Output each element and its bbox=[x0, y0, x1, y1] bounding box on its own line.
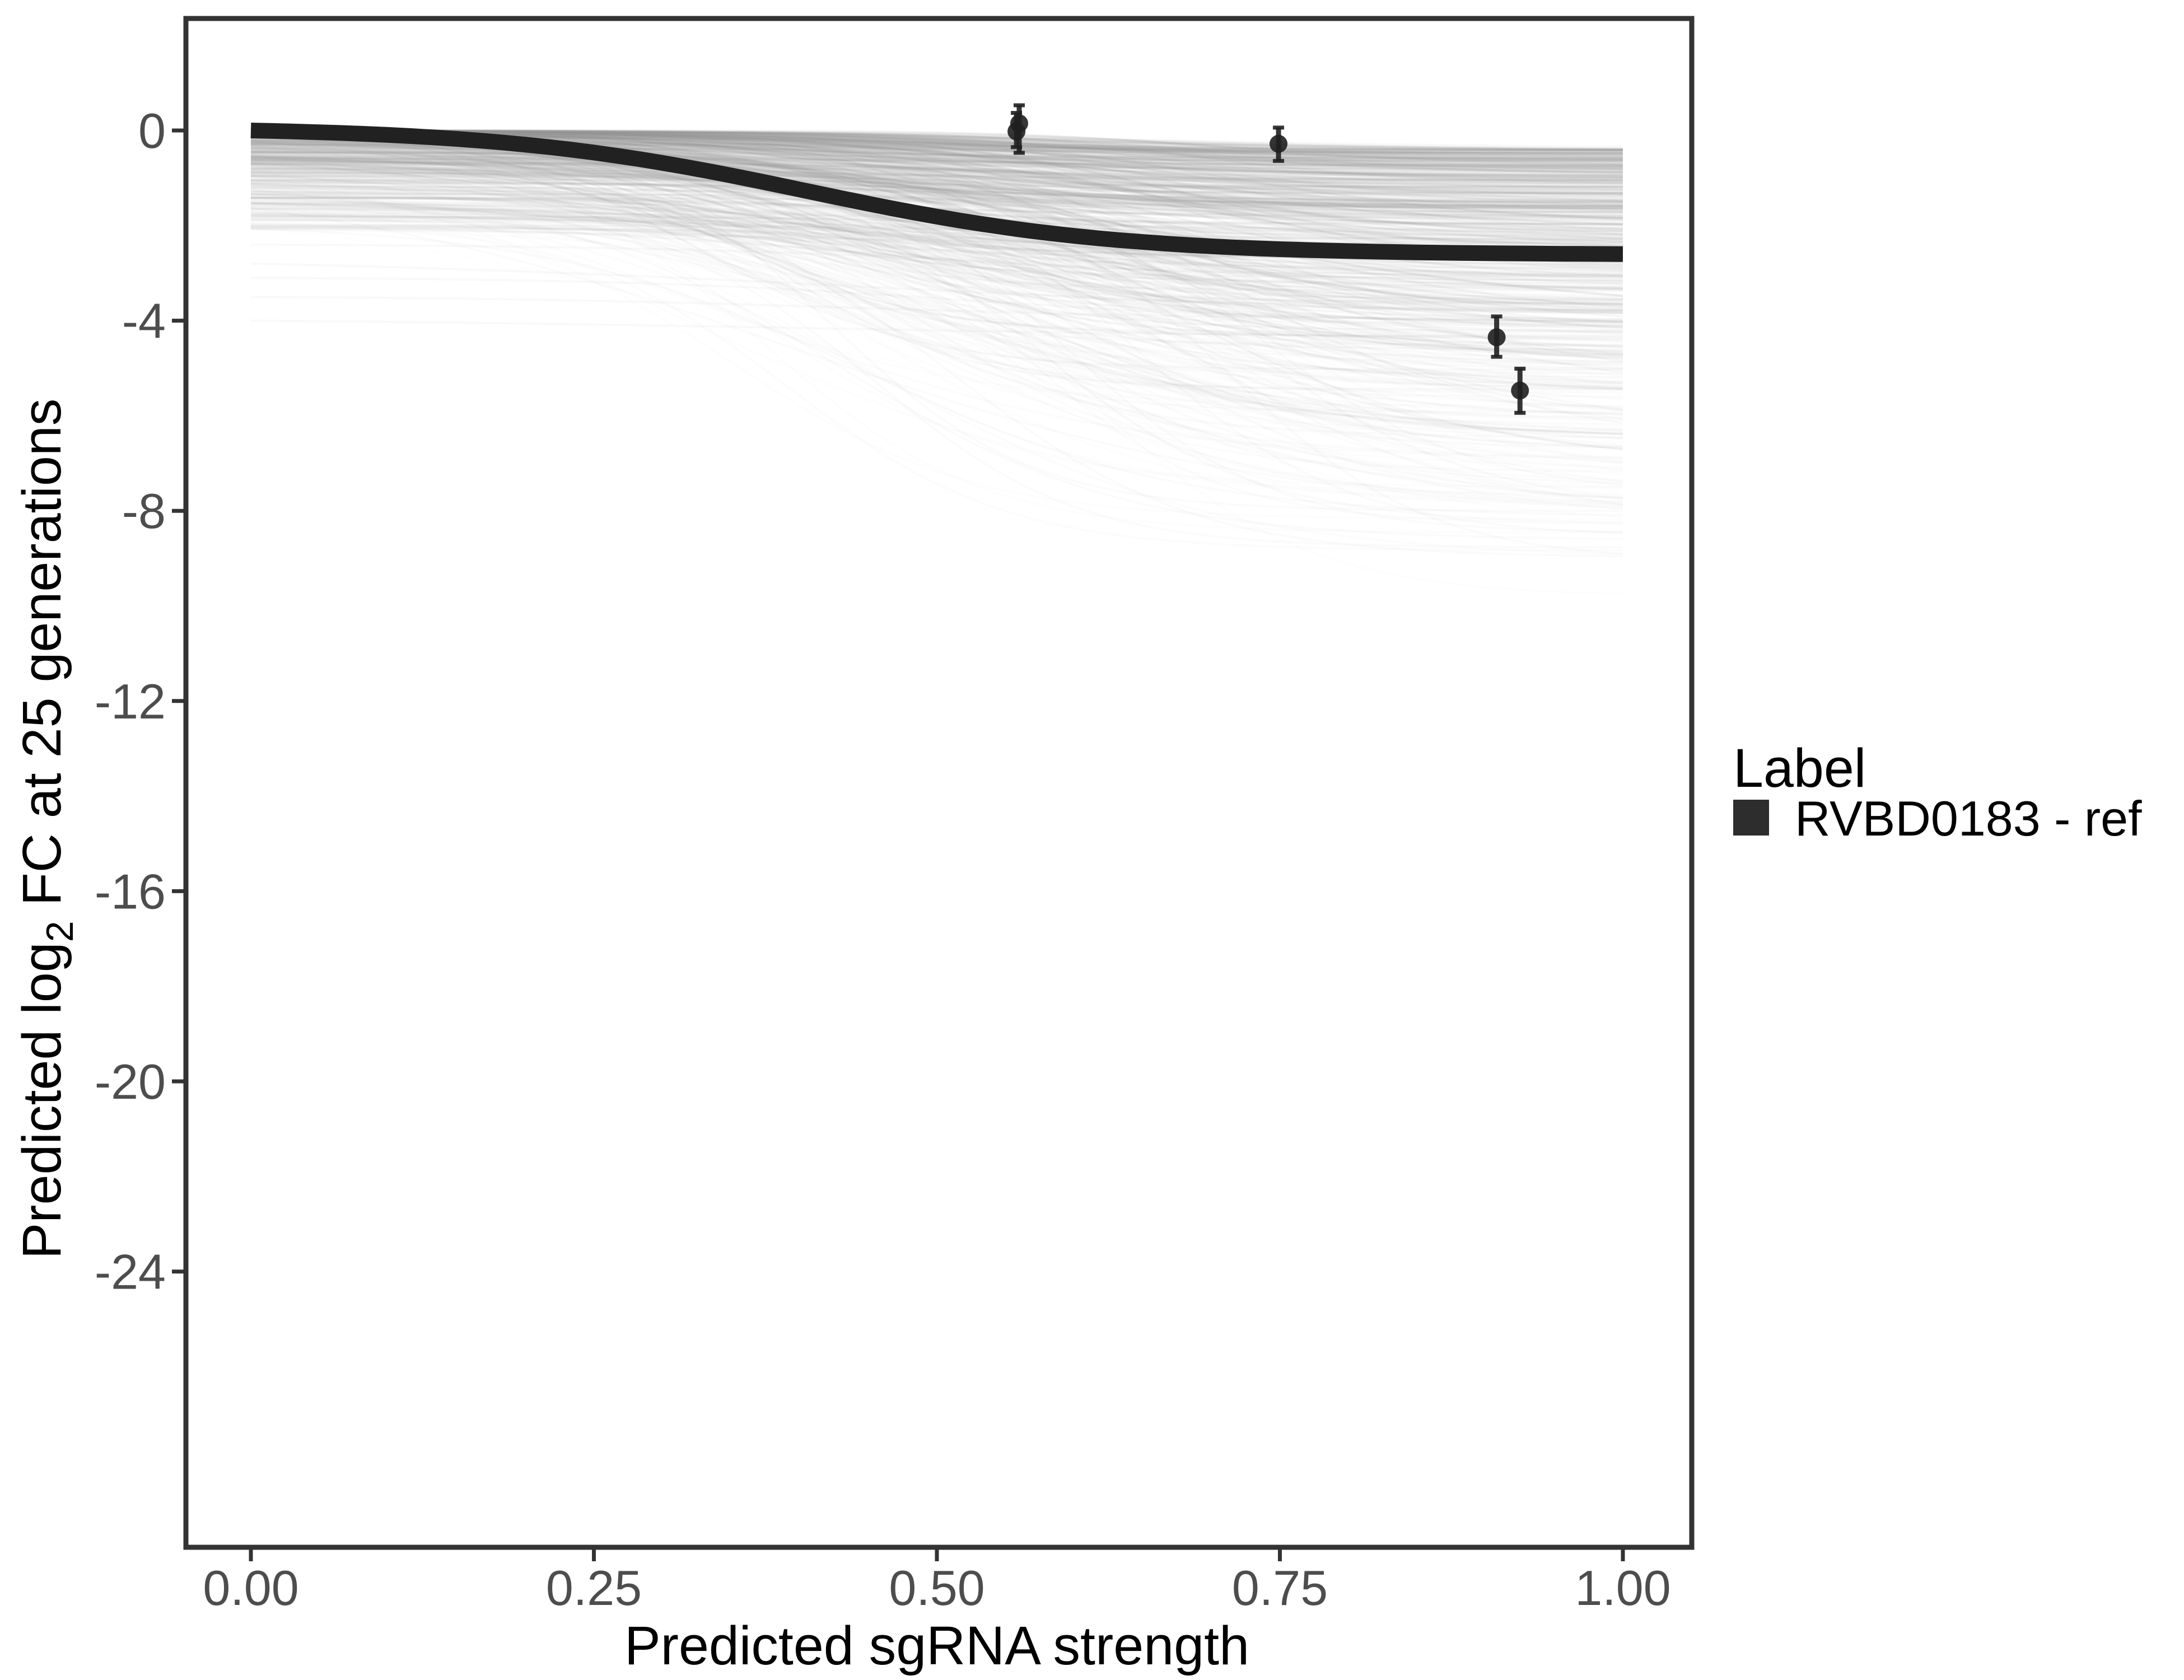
reference-curve bbox=[250, 123, 1623, 262]
y-axis-title-subscript: 2 bbox=[39, 921, 81, 942]
y-tick-label: -24 bbox=[95, 1244, 166, 1300]
error-bar-point bbox=[1511, 366, 1529, 415]
y-axis-title: Predicted log2 FC at 25 generations bbox=[11, 399, 81, 1259]
y-tick-label: -8 bbox=[122, 483, 166, 539]
error-bar-points bbox=[1007, 103, 1529, 415]
legend-key-swatch bbox=[1733, 800, 1769, 836]
y-tick-label: -16 bbox=[95, 864, 166, 919]
x-tick-label: 1.00 bbox=[1575, 1560, 1670, 1616]
error-bar-point bbox=[1270, 125, 1288, 163]
y-tick-label: -4 bbox=[122, 293, 166, 349]
legend-title: Label bbox=[1733, 738, 1866, 799]
x-axis: 0.00 0.25 0.50 0.75 1.00 bbox=[203, 1547, 1671, 1616]
x-tick-label: 0.75 bbox=[1232, 1560, 1328, 1616]
x-tick-label: 0.00 bbox=[203, 1560, 298, 1616]
x-tick-label: 0.25 bbox=[546, 1560, 642, 1616]
error-bar-point bbox=[1007, 111, 1026, 150]
y-tick-label: 0 bbox=[138, 103, 166, 158]
legend-item-label: RVBD0183 - ref bbox=[1795, 791, 2142, 846]
x-tick-label: 0.50 bbox=[889, 1560, 984, 1616]
y-tick-label: -12 bbox=[95, 674, 166, 729]
x-axis-title: Predicted sgRNA strength bbox=[624, 1615, 1249, 1676]
error-bar-point bbox=[1487, 314, 1506, 359]
y-axis: 0 -4 -8 -12 -16 -20 -24 bbox=[95, 103, 186, 1300]
y-tick-label: -20 bbox=[95, 1054, 166, 1109]
plot-panel bbox=[186, 18, 1692, 1547]
